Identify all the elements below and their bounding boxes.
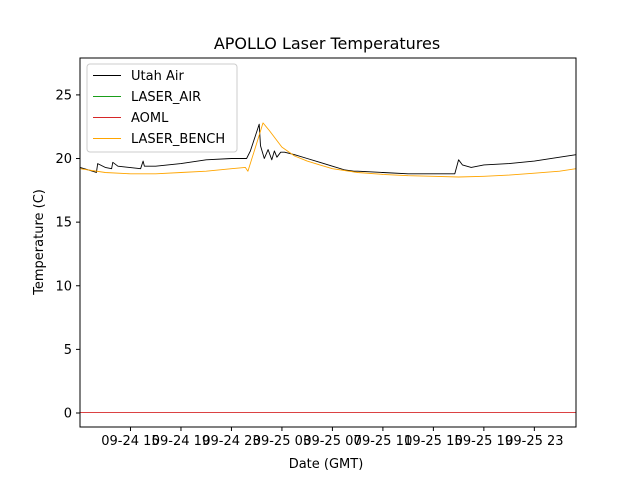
legend-label: AOML xyxy=(131,111,169,126)
y-tick-label: 25 xyxy=(55,88,72,103)
legend-box xyxy=(86,63,238,153)
y-tick-label: 0 xyxy=(64,407,72,422)
y-tick-label: 15 xyxy=(55,216,72,231)
chart-title: APOLLO Laser Temperatures xyxy=(214,34,440,53)
legend-label: LASER_BENCH xyxy=(131,132,225,147)
series-layer xyxy=(79,122,577,413)
y-tick-label: 5 xyxy=(64,343,72,358)
x-tick-label: 09-25 11 xyxy=(354,434,412,449)
x-tick-label: 09-25 15 xyxy=(404,434,462,449)
x-tick-label: 09-25 07 xyxy=(303,434,361,449)
series-line-utah-air xyxy=(79,123,577,175)
legend-label: LASER_AIR xyxy=(131,90,201,105)
y-tick-label: 20 xyxy=(55,152,72,167)
x-axis-label: Date (GMT) xyxy=(289,457,364,472)
x-tick-label: 09-24 19 xyxy=(152,434,210,449)
x-tick-label: 09-24 23 xyxy=(202,434,260,449)
x-tick-label: 09-25 23 xyxy=(505,434,563,449)
y-axis-label: Temperature (C) xyxy=(32,189,47,296)
y-tick-label: 10 xyxy=(55,279,72,294)
y-axis: 0 5 10 15 20 25 xyxy=(55,88,80,422)
legend-label: Utah Air xyxy=(131,69,184,84)
x-tick-label: 09-25 19 xyxy=(455,434,513,449)
x-tick-label: 09-24 15 xyxy=(101,434,159,449)
plot-frame xyxy=(79,57,577,428)
series-line-laser-bench xyxy=(79,122,577,178)
legend: Utah Air LASER_AIR AOML LASER_BENCH xyxy=(86,63,238,153)
x-tick-label: 09-25 03 xyxy=(253,434,311,449)
